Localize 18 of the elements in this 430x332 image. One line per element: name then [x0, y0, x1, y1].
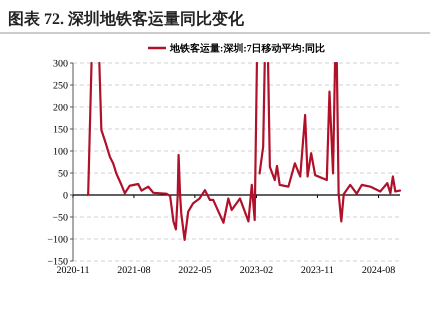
y-tick-label: 100: [53, 146, 68, 158]
y-tick-label: 250: [53, 80, 68, 92]
x-tick-label: 2022-05: [178, 265, 212, 276]
y-tick-label: 200: [53, 102, 68, 114]
y-tick-label: 0: [63, 190, 68, 202]
y-tick-label: 300: [53, 58, 68, 70]
y-tick-label: 150: [53, 124, 68, 136]
x-tick-label: 2021-08: [117, 265, 151, 276]
x-tick-label: 2023-02: [240, 265, 274, 276]
y-tick-label: −100: [47, 234, 68, 246]
legend-label: 地铁客运量:深圳:7日移动平均:同比: [169, 42, 325, 54]
x-tick-label: 2024-08: [362, 265, 396, 276]
x-tick-label: 2020-11: [56, 265, 90, 276]
y-tick-label: −150: [47, 256, 68, 268]
y-tick-label: −50: [52, 212, 68, 224]
x-tick-label: 2023-11: [300, 265, 334, 276]
y-tick-label: 50: [58, 168, 68, 180]
chart-title: 图表 72. 深圳地铁客运量同比变化: [8, 9, 245, 28]
